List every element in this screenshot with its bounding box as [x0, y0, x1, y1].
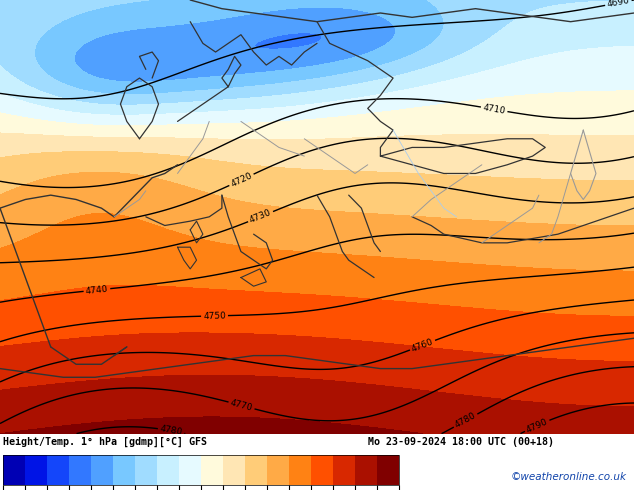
Text: 4710: 4710 [482, 103, 506, 116]
Text: 4790: 4790 [525, 417, 549, 435]
Text: 4750: 4750 [203, 311, 226, 320]
Text: 4730: 4730 [249, 208, 273, 225]
Text: 4770: 4770 [230, 398, 254, 413]
Text: ©weatheronline.co.uk: ©weatheronline.co.uk [510, 471, 626, 482]
Text: 4690: 4690 [606, 0, 630, 9]
Text: 4780: 4780 [453, 411, 478, 430]
Text: 4740: 4740 [85, 284, 108, 295]
Text: 4720: 4720 [230, 171, 254, 189]
Text: Mo 23-09-2024 18:00 UTC (00+18): Mo 23-09-2024 18:00 UTC (00+18) [368, 437, 553, 447]
Text: Height/Temp. 1° hPa [gdmp][°C] GFS: Height/Temp. 1° hPa [gdmp][°C] GFS [3, 437, 207, 447]
Text: 4760: 4760 [410, 337, 435, 353]
Text: 4780: 4780 [159, 424, 183, 437]
